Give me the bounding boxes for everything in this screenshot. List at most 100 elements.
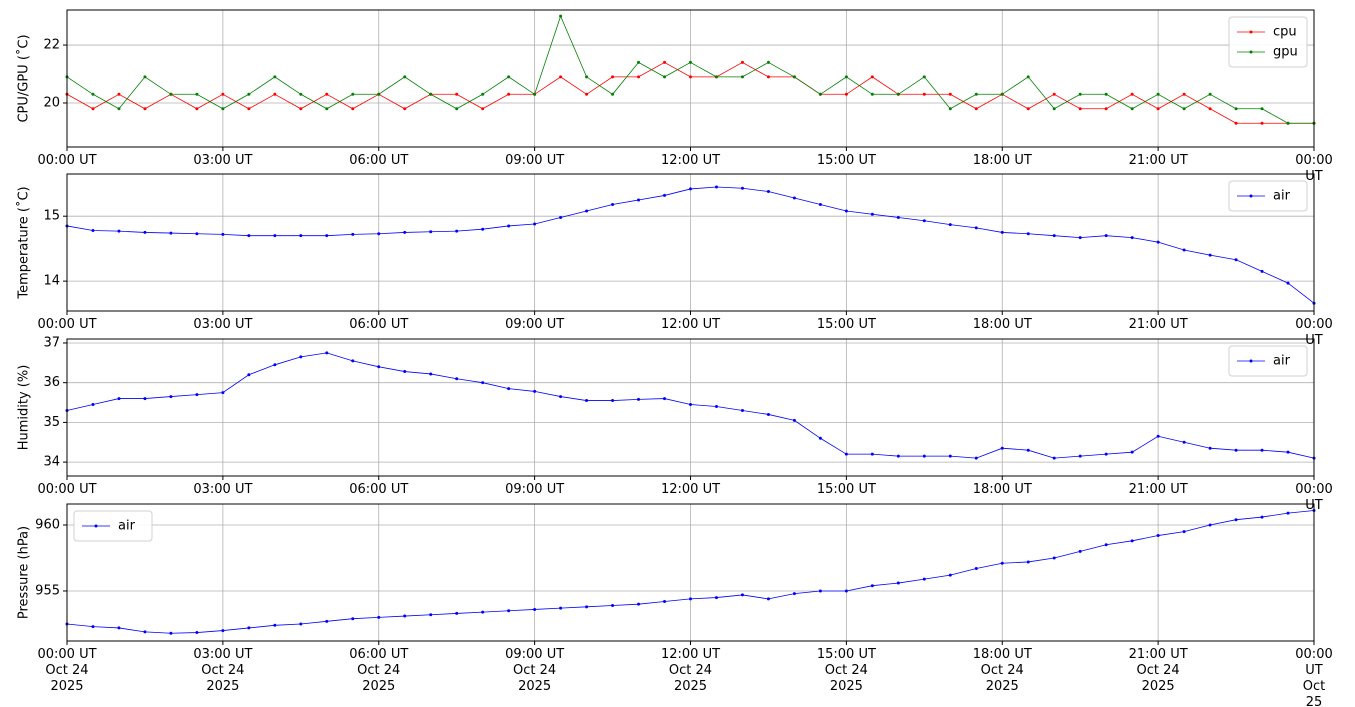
data-point: [740, 60, 744, 64]
x-tick-label: 00:00 UT: [37, 317, 97, 332]
x-tick-label: 00:00 UT: [37, 482, 97, 497]
data-point: [117, 397, 121, 401]
data-point: [455, 107, 459, 111]
data-point: [403, 75, 407, 79]
data-point: [117, 229, 121, 233]
legend-box: [73, 510, 153, 542]
data-point: [195, 232, 199, 236]
legend-box: [1228, 345, 1308, 377]
data-point: [507, 75, 511, 79]
data-point: [974, 107, 978, 111]
data-point: [1182, 440, 1186, 444]
data-point: [221, 232, 225, 236]
data-point: [1052, 107, 1056, 111]
plot-frame: [66, 173, 1315, 312]
data-point: [1026, 75, 1030, 79]
legend-marker: [94, 524, 98, 528]
data-point: [143, 630, 147, 634]
data-point: [351, 617, 355, 621]
data-point: [818, 203, 822, 207]
data-point: [714, 75, 718, 79]
data-point: [818, 589, 822, 593]
data-point: [948, 573, 952, 577]
data-point: [637, 60, 641, 64]
data-point: [766, 75, 770, 79]
data-point: [585, 209, 589, 213]
data-point: [740, 408, 744, 412]
data-point: [844, 92, 848, 96]
data-point: [403, 370, 407, 374]
data-point: [792, 418, 796, 422]
data-point: [351, 92, 355, 96]
data-point: [325, 92, 329, 96]
data-point: [299, 92, 303, 96]
data-point: [689, 187, 692, 191]
x-tick-label: 15:00 UT: [816, 482, 876, 497]
x-tick-label: 18:00 UT: [972, 317, 1032, 332]
legend-box: [1228, 180, 1308, 212]
data-point: [169, 395, 173, 399]
data-point: [1078, 92, 1082, 96]
data-point: [740, 75, 744, 79]
data-point: [663, 193, 667, 197]
data-point: [1234, 448, 1238, 452]
data-point: [948, 454, 952, 458]
data-point: [948, 107, 952, 111]
data-point: [429, 92, 433, 96]
data-point: [195, 107, 199, 111]
data-point: [403, 230, 407, 234]
data-point: [1052, 556, 1056, 560]
data-point: [1130, 236, 1134, 240]
y-axis-label: Pressure (hPa): [17, 526, 32, 619]
data-point: [1182, 530, 1186, 534]
data-point: [1208, 523, 1212, 527]
data-point: [1104, 543, 1108, 547]
data-point: [922, 75, 926, 79]
data-point: [377, 92, 381, 96]
y-axis-label: Temperature (˚C): [16, 186, 32, 299]
data-point: [870, 92, 874, 96]
data-point: [91, 625, 95, 629]
data-point: [611, 203, 615, 207]
data-point: [533, 607, 537, 611]
data-point: [559, 75, 563, 79]
data-point: [351, 359, 355, 363]
data-point: [585, 399, 589, 403]
x-tick-label: 21:00 UT Oct 24 2025: [1128, 647, 1188, 694]
legend-box: [1228, 16, 1308, 68]
data-point: [948, 223, 952, 227]
data-point: [922, 577, 926, 581]
data-point: [377, 615, 381, 619]
data-point: [948, 92, 952, 96]
data-point: [792, 75, 796, 79]
data-point: [273, 623, 277, 627]
data-point: [1026, 107, 1030, 111]
data-point: [247, 373, 251, 377]
x-tick-label: 09:00 UT: [505, 482, 565, 497]
legend-marker: [1249, 194, 1253, 198]
data-point: [299, 622, 303, 626]
data-point: [507, 92, 511, 96]
data-point: [1234, 518, 1238, 522]
data-point: [559, 395, 563, 399]
y-tick-label: 22: [43, 38, 60, 53]
data-point: [714, 185, 718, 189]
data-point: [637, 198, 641, 202]
data-point: [1234, 107, 1238, 111]
data-point: [221, 92, 225, 96]
x-tick-label: 00:00 UT: [1295, 482, 1333, 513]
data-point: [689, 75, 692, 79]
x-tick-label: 06:00 UT: [349, 153, 409, 168]
data-point: [1208, 92, 1212, 96]
data-point: [195, 393, 199, 397]
data-point: [1208, 253, 1212, 257]
x-tick-label: 15:00 UT: [816, 153, 876, 168]
data-point: [507, 387, 511, 391]
data-point: [1078, 107, 1082, 111]
data-point: [844, 589, 848, 593]
data-point: [247, 92, 251, 96]
data-point: [1026, 232, 1030, 236]
data-point: [1104, 452, 1108, 456]
data-point: [974, 226, 978, 230]
